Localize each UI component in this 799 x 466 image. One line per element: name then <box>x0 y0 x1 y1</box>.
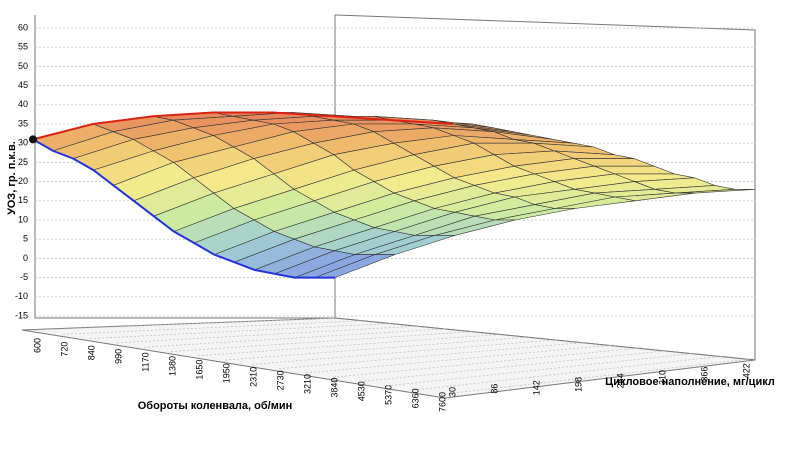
x-tick-label: 6360 <box>410 388 420 408</box>
z-tick-label: 50 <box>18 61 28 71</box>
floor-grid-line <box>413 355 726 391</box>
surface <box>32 112 756 278</box>
y-tick-label: 310 <box>657 370 667 385</box>
floor-grid-line <box>440 358 754 395</box>
y-tick-label: 30 <box>447 387 457 397</box>
y-tick-label: 142 <box>531 380 541 395</box>
y-tick-label: 86 <box>489 384 499 394</box>
floor-grid-line <box>143 328 447 348</box>
z-axis-title: УОЗ, гр. п.к.в. <box>6 141 18 215</box>
floor-grid-line <box>35 317 336 331</box>
y-tick-label: 254 <box>615 373 625 388</box>
floor-grid-line <box>305 344 615 374</box>
x-tick-label: 3840 <box>329 378 339 398</box>
x-tick-label: 1650 <box>194 360 204 380</box>
y-tick-label: 366 <box>699 367 709 382</box>
z-tick-label: 55 <box>18 42 28 52</box>
x-tick-label: 1170 <box>140 352 150 371</box>
z-tick-label: -15 <box>15 310 28 320</box>
z-tick-label: 60 <box>18 22 28 32</box>
x-tick-label: 3210 <box>302 374 312 394</box>
y-axis-title: Цикловое наполнение, мг/цикл <box>605 376 775 388</box>
x-axis-title: Обороты коленвала, об/мин <box>138 400 293 412</box>
z-tick-label: 20 <box>18 176 28 186</box>
front-edge <box>32 138 335 279</box>
z-tick-label: 15 <box>18 195 28 205</box>
x-tick-label: 1950 <box>221 363 231 383</box>
floor-grid-line <box>251 339 559 365</box>
y-tick-label: 198 <box>573 377 583 392</box>
z-tick-label: 10 <box>18 214 28 224</box>
z-tick-label: 25 <box>18 157 28 167</box>
z-tick-label: 40 <box>18 99 28 109</box>
z-tick-label: 0 <box>23 253 28 263</box>
floor-grid-line <box>224 336 531 361</box>
z-tick-label: 5 <box>23 234 28 244</box>
y-tick-label: 422 <box>741 363 751 378</box>
floor-grid-line <box>278 341 587 370</box>
marker <box>29 135 37 144</box>
x-tick-label: 5370 <box>383 385 393 405</box>
floor-grid-line <box>170 331 475 352</box>
floor-grid-line <box>197 333 503 357</box>
x-tick-label: 600 <box>32 338 42 353</box>
z-tick-label: -5 <box>20 272 28 282</box>
z-tick-label: -10 <box>15 291 28 301</box>
x-tick-label: 2730 <box>275 370 285 390</box>
x-tick-label: 720 <box>59 342 69 357</box>
z-tick-label: 45 <box>18 80 28 90</box>
x-tick-label: 1380 <box>167 356 177 376</box>
z-tick-label: 35 <box>18 118 28 128</box>
x-tick-label: 7600 <box>437 392 447 412</box>
x-tick-label: 2310 <box>248 367 258 387</box>
z-tick-label: 30 <box>18 138 28 148</box>
x-tick-label: 990 <box>113 349 123 364</box>
side-edge <box>32 111 454 141</box>
floor-grid-line <box>386 352 698 387</box>
x-tick-label: 840 <box>86 345 96 360</box>
x-tick-label: 4530 <box>356 381 366 401</box>
